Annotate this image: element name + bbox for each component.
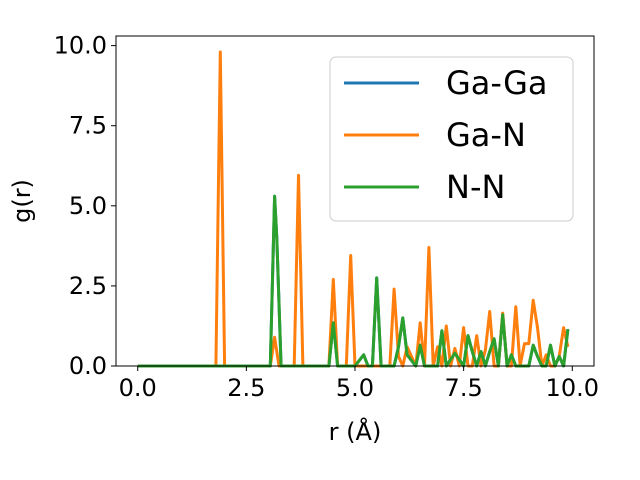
x-axis: 0.0 2.5 5.0 7.5 10.0 bbox=[119, 366, 599, 402]
x-tick-label: 7.5 bbox=[445, 374, 483, 402]
y-tick-label: 10.0 bbox=[54, 32, 107, 60]
legend-label-ga-ga: Ga-Ga bbox=[446, 64, 548, 102]
x-axis-label: r (Å) bbox=[329, 417, 382, 446]
y-tick-label: 5.0 bbox=[69, 192, 107, 220]
legend: Ga-Ga Ga-N N-N bbox=[329, 56, 574, 222]
y-axis-label: g(r) bbox=[8, 179, 36, 223]
y-axis: 0.0 2.5 5.0 7.5 10.0 bbox=[54, 32, 116, 380]
x-tick-label: 5.0 bbox=[336, 374, 374, 402]
y-tick-label: 7.5 bbox=[69, 112, 107, 140]
y-tick-label: 0.0 bbox=[69, 352, 107, 380]
x-tick-label: 10.0 bbox=[546, 374, 599, 402]
x-tick-label: 2.5 bbox=[227, 374, 265, 402]
legend-label-ga-n: Ga-N bbox=[446, 116, 526, 154]
y-tick-label: 2.5 bbox=[69, 272, 107, 300]
legend-label-n-n: N-N bbox=[446, 168, 505, 206]
legend-box bbox=[329, 56, 574, 222]
x-tick-label: 0.0 bbox=[119, 374, 157, 402]
